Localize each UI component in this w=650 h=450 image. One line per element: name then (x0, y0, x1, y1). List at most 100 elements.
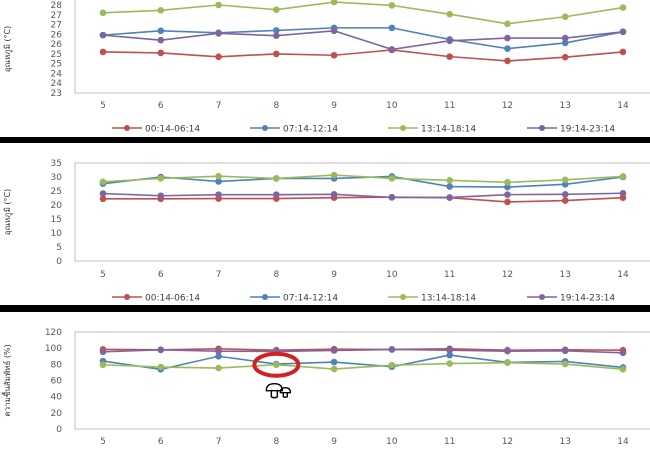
data-point (561, 13, 569, 21)
data-point (504, 359, 511, 367)
x-tick-label: 14 (617, 101, 629, 111)
x-tick-label: 7 (216, 437, 222, 447)
data-point (619, 173, 627, 180)
data-point (330, 191, 338, 198)
x-tick-label: 11 (444, 270, 455, 280)
legend-marker (400, 125, 406, 131)
data-point (157, 36, 165, 44)
y-tick-label: 24 (51, 79, 63, 89)
data-point (504, 198, 511, 206)
data-point (99, 195, 107, 203)
data-point (157, 363, 165, 371)
legend-marker (124, 125, 130, 131)
legend-label: 00:14-06:14 (145, 294, 200, 304)
y-tick-label: 15 (51, 215, 62, 225)
data-point (446, 346, 453, 354)
data-point (619, 48, 627, 56)
y-tick-label: 26 (51, 40, 63, 50)
legend-marker (262, 125, 268, 131)
legend-item: 07:14-12:14 (250, 294, 338, 304)
data-point (273, 175, 280, 182)
data-point (504, 191, 511, 198)
data-point (330, 51, 338, 59)
y-tick-label: 28 (51, 1, 63, 11)
series-line-3 (102, 1, 624, 25)
series-line-3 (102, 361, 624, 371)
data-point (157, 346, 165, 354)
legend-label: 19:14-23:14 (560, 125, 615, 135)
y-axis-label: อุณหภูมิ (°C) (3, 189, 13, 235)
mushroom-stem (282, 392, 289, 398)
data-point (561, 176, 569, 184)
x-tick-label: 8 (273, 437, 279, 447)
x-tick-label: 13 (559, 101, 570, 111)
data-point (561, 34, 569, 42)
data-point (273, 27, 280, 34)
data-point (273, 32, 280, 40)
y-tick-label: 25 (51, 60, 62, 70)
mushroom-icon (265, 383, 292, 399)
data-point (273, 6, 280, 13)
legend-marker (400, 294, 406, 300)
legend-label: 13:14-18:14 (421, 125, 476, 135)
y-tick-label: 30 (51, 173, 63, 183)
data-point (215, 364, 222, 372)
data-point (215, 1, 222, 9)
x-tick-label: 13 (559, 437, 570, 447)
data-point (561, 360, 569, 368)
legend-item: 19:14-23:14 (527, 294, 615, 304)
x-tick-label: 7 (216, 270, 222, 280)
data-point (504, 20, 511, 28)
x-tick-label: 14 (617, 270, 629, 280)
y-tick-label: 80 (51, 360, 63, 370)
series-line-2 (102, 27, 624, 50)
data-point (99, 31, 107, 39)
x-tick-label: 10 (386, 270, 398, 280)
data-point (273, 191, 280, 198)
chart-2: 0 5 10 15 20 25 30 35 อุณหภูมิ (°C) 5 6 7 8 9 10 11 12 13… (3, 159, 650, 304)
data-point (215, 352, 222, 360)
data-point (273, 361, 280, 369)
x-tick-label: 7 (216, 101, 222, 111)
plot-area (74, 162, 650, 262)
y-tick-label: 60 (51, 377, 63, 387)
data-point (446, 351, 453, 359)
x-tick-label: 5 (100, 101, 106, 111)
data-point (446, 177, 453, 184)
data-point (388, 194, 396, 201)
data-point (99, 48, 107, 56)
data-point (330, 0, 338, 6)
legend-item: 07:14-12:14 (250, 125, 338, 135)
data-point (561, 191, 569, 198)
data-point (330, 27, 338, 35)
series-line-4 (102, 348, 624, 354)
series-line-1 (102, 49, 624, 62)
y-tick-label: 23 (51, 89, 62, 99)
divider-bar (0, 137, 650, 143)
mushroom-cap (279, 387, 292, 394)
data-point (446, 183, 453, 190)
data-point (99, 9, 107, 17)
data-point (561, 39, 569, 47)
data-point (504, 45, 511, 52)
data-point (215, 53, 222, 61)
data-point (619, 28, 627, 36)
data-point (504, 183, 511, 191)
highlight-circle (252, 351, 301, 378)
data-point (330, 358, 338, 366)
legend-item: 00:14-06:14 (112, 125, 200, 135)
legend-marker (262, 294, 268, 300)
data-point (388, 24, 396, 32)
legend-label: 07:14-12:14 (283, 125, 338, 135)
mushroom-stem (270, 390, 279, 399)
y-tick-label: 10 (51, 229, 63, 239)
series-line-1 (103, 196, 624, 203)
divider-bar (0, 305, 650, 312)
legend-label: 07:14-12:14 (283, 294, 338, 304)
data-point (446, 360, 453, 367)
data-point (561, 53, 569, 61)
x-tick-label: 8 (273, 270, 279, 280)
data-point (446, 10, 453, 18)
data-point (504, 34, 511, 42)
